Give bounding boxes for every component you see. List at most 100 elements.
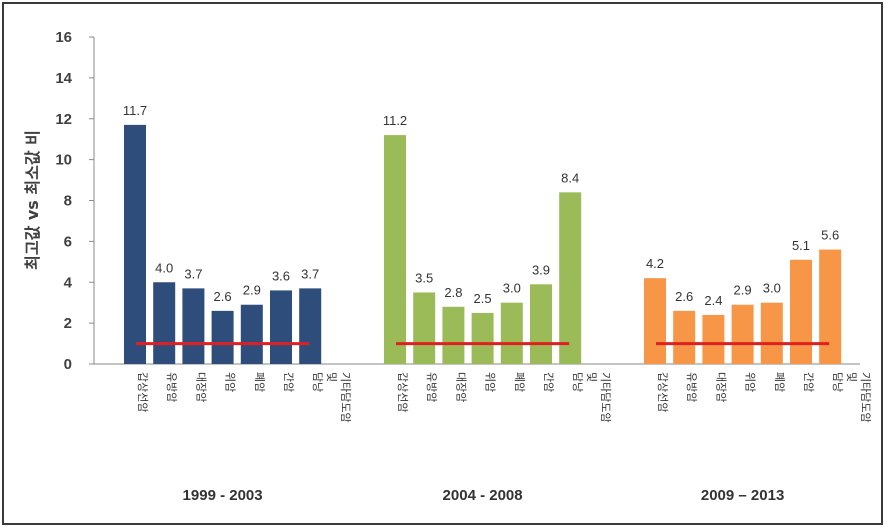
y-axis-label: 최고값 vs 최소값 비 [23,130,42,270]
category-label-line: 폐암 [253,372,266,392]
category-label-line: 담낭 [311,372,324,392]
category-label-line: 기타담도암 [339,372,352,423]
category-label-line: 폐암 [513,372,526,392]
y-tick-label: 6 [64,233,72,250]
category-label: 간암 [542,372,555,392]
bar [819,249,842,364]
category-label-line: 간암 [542,372,555,392]
data-label: 2.5 [474,291,492,306]
bar [299,288,322,364]
data-label: 4.0 [155,260,173,275]
bar [413,292,436,364]
category-label: 유방암 [425,372,438,402]
category-label: 대장암 [454,372,467,402]
y-tick-label: 14 [55,70,72,87]
data-label: 3.7 [301,266,319,281]
category-label: 간암 [282,372,295,392]
category-label-line: 유방암 [685,372,698,402]
category-label-line: 갑상선암 [656,372,669,412]
category-label: 담낭및기타담도암 [311,372,352,423]
data-label: 3.6 [272,268,290,283]
category-label: 간암 [802,372,815,392]
data-label: 2.8 [444,285,462,300]
category-label: 유방암 [685,372,698,402]
data-label: 2.6 [675,289,693,304]
category-label-line: 폐암 [773,372,786,392]
group-label: 2004 - 2008 [443,487,523,504]
category-label: 담낭및기타담도암 [571,372,612,423]
category-label-line: 유방암 [425,372,438,402]
category-label: 대장암 [714,372,727,402]
category-label: 위암 [744,372,757,392]
category-label: 갑상선암 [656,372,669,412]
category-label-line: 유방암 [165,372,178,402]
category-label-line: 기타담도암 [859,372,872,423]
category-label: 위암 [484,372,497,392]
bar [790,259,812,364]
data-label: 5.1 [792,238,810,253]
bar [530,284,552,364]
y-tick-label: 2 [64,315,72,332]
bar [644,278,666,364]
y-tick-label: 8 [64,193,72,210]
category-label-line: 대장암 [454,372,467,402]
data-label: 2.9 [243,283,261,298]
category-label-line: 위암 [224,372,237,392]
category-label-line: 담낭 [571,372,584,392]
bar [760,302,783,364]
category-label-line: 간암 [282,372,295,392]
category-label: 폐암 [773,372,786,392]
category-label-line: 갑상선암 [396,372,409,412]
category-label: 위암 [224,372,237,392]
bar-group: 11.7 갑상선암 4.0 유방암 3.7 대장암 2.6 위암 2.9 폐암 3.6 간암 3.7 담낭… [123,103,352,504]
data-label: 11.7 [123,103,147,118]
data-label: 4.2 [646,256,664,271]
data-label: 2.9 [734,283,752,298]
data-label: 2.6 [214,289,232,304]
bar [211,310,234,364]
bar [471,312,494,364]
bar [500,302,523,364]
bar [153,282,176,364]
category-label-line: 기타담도암 [599,372,612,423]
bar [673,310,696,364]
bar [270,290,292,364]
y-tick-label: 0 [64,356,72,373]
bar [559,192,582,364]
y-tick-label: 12 [55,111,72,128]
category-label-line: 및 [585,372,598,382]
category-label-line: 담낭 [831,372,844,392]
category-label-line: 및 [325,372,338,382]
group-label: 1999 - 2003 [183,487,263,504]
bar-group: 4.2 갑상선암 2.6 유방암 2.4 대장암 2.9 위암 3.0 폐암 5.1 간암 5.6 담낭및… [644,228,872,504]
data-label: 2.4 [704,293,722,308]
bar [702,314,725,364]
bar [384,135,406,364]
category-label-line: 간암 [802,372,815,392]
data-label: 3.0 [503,281,521,296]
y-tick-label: 4 [64,274,73,291]
data-label: 3.9 [532,262,550,277]
category-label-line: 갑상선암 [136,372,149,412]
bar [731,304,754,364]
category-label: 유방암 [165,372,178,402]
bar [240,304,263,364]
data-label: 3.5 [415,270,433,285]
data-label: 3.7 [184,266,202,281]
bar-groups: 11.7 갑상선암 4.0 유방암 3.7 대장암 2.6 위암 2.9 폐암 3.6 간암 3.7 담낭… [123,103,872,504]
data-label: 11.2 [383,113,407,128]
bar [124,124,146,364]
category-label: 폐암 [253,372,266,392]
group-label: 2009 – 2013 [701,487,784,504]
category-label: 갑상선암 [136,372,149,412]
category-label: 대장암 [194,372,207,402]
y-tick-label: 10 [55,152,72,169]
bar-group: 11.2 갑상선암 3.5 유방암 2.8 대장암 2.5 위암 3.0 폐암 3.9 간암 8.4 담낭… [383,113,612,504]
category-label: 갑상선암 [396,372,409,412]
category-label: 폐암 [513,372,526,392]
bar [182,288,205,364]
y-tick-label: 16 [55,29,72,46]
data-label: 8.4 [561,170,579,185]
category-label-line: 대장암 [714,372,727,402]
